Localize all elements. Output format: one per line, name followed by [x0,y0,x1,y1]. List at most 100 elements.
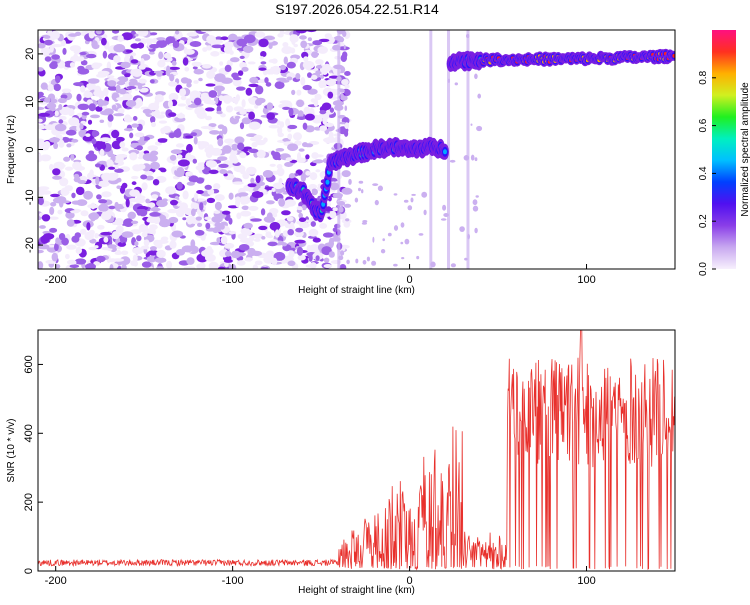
x-tick-label: 100 [577,575,595,587]
noise-blob [285,157,293,162]
noise-blob [167,99,173,108]
noise-blob [51,61,58,65]
noise-blob [221,210,231,215]
noise-blob [150,79,155,84]
noise-blob [54,110,59,117]
noise-blob [298,148,305,152]
noise-blob [102,50,108,59]
noise-blob [140,174,148,180]
noise-blob [168,66,180,70]
noise-blob [272,151,281,161]
noise-blob [449,159,456,163]
noise-blob [211,44,224,49]
noise-blob [198,143,205,150]
noise-blob [168,208,176,213]
noise-blob [224,242,235,249]
noise-blob [111,104,117,111]
noise-blob [112,30,120,34]
noise-blob [177,103,187,107]
noise-blob [287,124,298,130]
noise-blob [55,264,61,269]
noise-blob [123,218,134,228]
noise-blob [184,67,190,72]
x-tick-label: -100 [222,274,244,286]
noise-blob [304,113,315,121]
noise-blob [177,159,190,167]
noise-blob [255,85,264,95]
noise-blob [96,255,106,263]
noise-blob [158,51,164,60]
noise-blob [240,200,247,205]
noise-blob [175,143,185,148]
noise-blob [322,232,334,238]
y-axis-label: SNR (10 * v/v) [6,419,17,483]
noise-blob [295,109,300,114]
noise-blob [115,84,121,92]
noise-blob [131,181,137,186]
noise-blob [251,250,262,257]
noise-blob [341,170,351,178]
noise-blob [297,110,304,118]
noise-blob [137,163,146,170]
noise-blob [248,205,259,211]
noise-blob [289,221,295,230]
noise-blob [196,177,205,184]
noise-blob [387,232,392,237]
noise-blob [145,198,150,204]
noise-blob [281,210,291,216]
noise-blob [98,199,108,204]
noise-blob [60,187,70,196]
noise-blob [199,202,204,211]
noise-blob [282,230,289,237]
noise-blob [202,64,212,69]
noise-blob [310,262,317,269]
noise-blob [248,148,259,153]
noise-blob [231,143,239,151]
noise-blob [454,82,458,86]
noise-blob [241,117,252,125]
noise-blob [168,92,179,102]
noise-blob [146,255,157,263]
noise-blob [134,241,139,247]
noise-blob [38,91,44,97]
noise-blob [258,67,267,71]
noise-blob [340,93,344,99]
noise-blob [256,149,266,159]
noise-blob [126,86,137,90]
noise-blob [69,264,80,269]
noise-blob [149,51,155,55]
noise-blob [113,113,125,117]
noise-blob [241,205,249,210]
noise-blob [314,93,322,101]
noise-blob [74,258,87,265]
noise-blob [393,263,398,267]
noise-blob [135,97,143,106]
noise-blob [156,37,166,41]
noise-blob [268,124,280,129]
noise-blob [168,216,179,224]
noise-blob [151,121,156,128]
noise-blob [287,133,293,140]
noise-blob [59,177,69,187]
noise-blob [245,87,253,96]
y-tick-label: 600 [23,355,35,373]
noise-blob [58,115,67,121]
noise-blob [474,157,478,162]
noise-blob [73,82,84,87]
noise-blob [136,145,143,151]
noise-blob [137,156,144,160]
noise-blob [97,180,110,188]
noise-blob [49,216,59,220]
noise-blob [180,96,187,101]
noise-blob [61,237,69,246]
y-tick-label: 0 [24,146,36,152]
noise-blob [251,191,264,198]
noise-blob [125,100,137,107]
noise-blob [248,111,256,120]
noise-blob [137,30,149,37]
noise-blob [418,233,424,236]
noise-blob [315,169,321,173]
noise-blob [197,222,203,227]
noise-blob [99,119,105,124]
noise-blob [119,88,127,95]
